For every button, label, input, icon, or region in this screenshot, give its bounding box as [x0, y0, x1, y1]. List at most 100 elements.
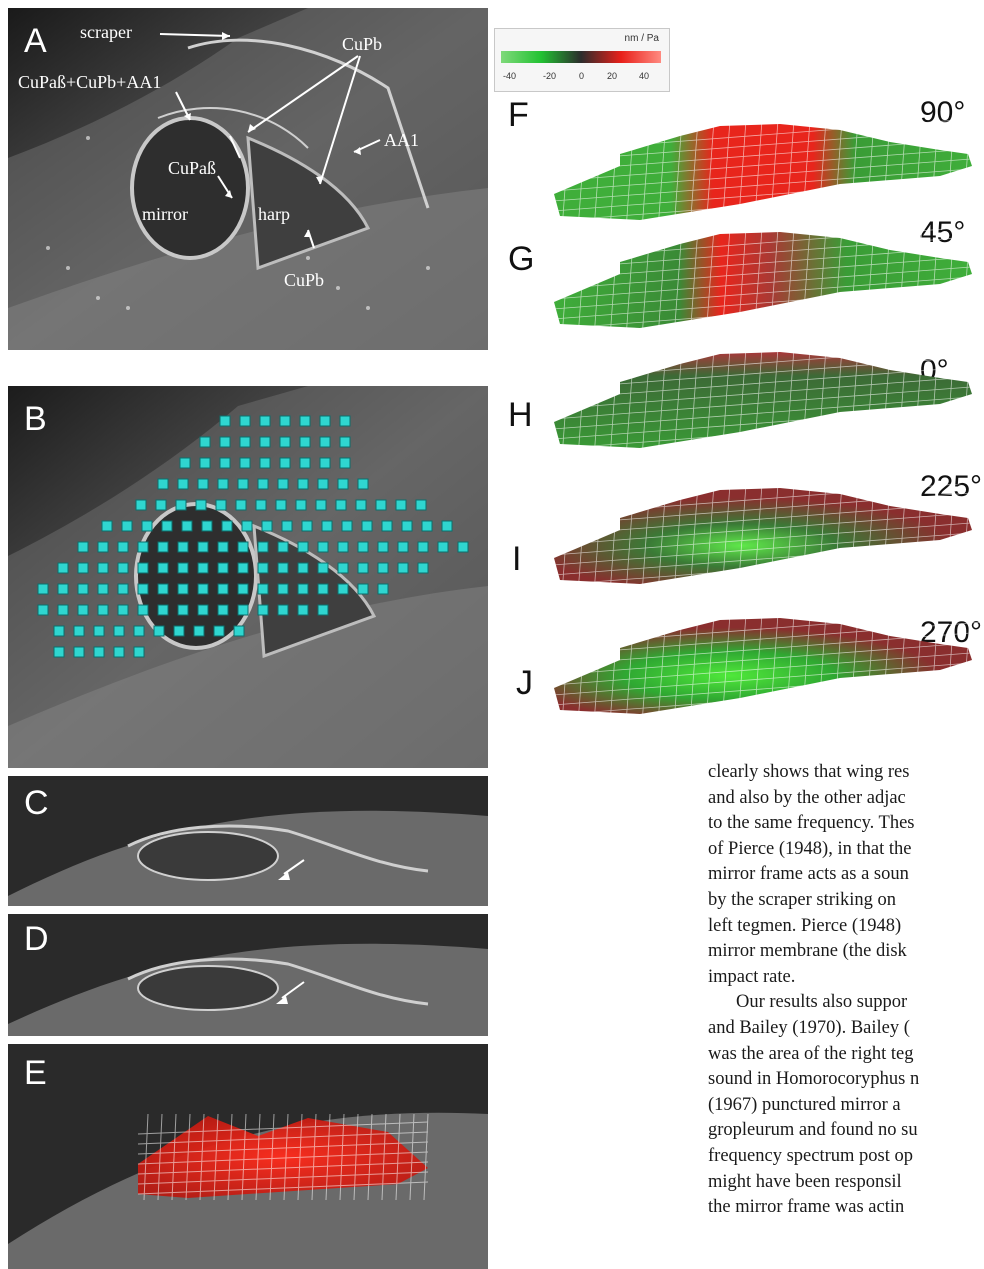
- mesh-line: [833, 614, 843, 724]
- measurement-point: [233, 625, 245, 637]
- body-text-line: (1967) punctured mirror a: [708, 1094, 901, 1115]
- measurement-point: [319, 415, 331, 427]
- mesh-line: [689, 484, 699, 594]
- measurement-point: [217, 478, 229, 490]
- measurement-point: [141, 520, 153, 532]
- mesh-line: [171, 1113, 177, 1201]
- measurement-point: [335, 499, 347, 511]
- mesh-line: [560, 305, 984, 338]
- measurement-point: [73, 625, 85, 637]
- mesh-line: [540, 521, 984, 557]
- measurement-point: [339, 415, 351, 427]
- mesh-line: [593, 614, 603, 724]
- measurement-point: [257, 562, 269, 574]
- mesh-line: [865, 120, 875, 230]
- measurement-point: [277, 604, 289, 616]
- mesh-line: [540, 511, 984, 547]
- measurement-point: [133, 646, 145, 658]
- measurement-point: [217, 583, 229, 595]
- colorbar-tick-3: 20: [607, 71, 618, 81]
- mesh-line: [283, 1113, 289, 1201]
- body-text-line: mirror frame acts as a soun: [708, 864, 909, 885]
- mesh-line: [609, 484, 619, 594]
- measurement-point-grid: [37, 415, 469, 658]
- measurement-point: [235, 499, 247, 511]
- measurement-point: [317, 604, 329, 616]
- measurement-point: [417, 541, 429, 553]
- measurement-point: [259, 415, 271, 427]
- body-text-line: and also by the other adjac: [708, 787, 906, 808]
- measurement-point: [177, 604, 189, 616]
- measurement-point: [277, 541, 289, 553]
- mesh-line: [560, 691, 984, 724]
- mesh-line: [945, 228, 955, 338]
- measurement-point: [175, 499, 187, 511]
- measurement-point: [157, 583, 169, 595]
- mesh-line: [540, 348, 964, 381]
- mesh-line: [540, 621, 984, 657]
- mesh-line: [785, 484, 795, 594]
- mesh-line: [540, 355, 984, 391]
- measurement-point: [181, 520, 193, 532]
- mesh-line: [241, 1113, 247, 1201]
- measurement-point: [177, 583, 189, 595]
- mesh-line: [137, 1171, 429, 1185]
- mesh-line: [737, 614, 747, 724]
- measurement-point: [117, 583, 129, 595]
- mesh-line: [769, 120, 779, 230]
- mesh-line: [593, 484, 603, 594]
- measurement-point: [239, 415, 251, 427]
- colorbar-tick-4: 40: [639, 71, 650, 81]
- mesh-line: [833, 120, 843, 230]
- mesh-line: [561, 120, 571, 230]
- measurement-point: [113, 625, 125, 637]
- mesh-line: [769, 348, 779, 458]
- mesh-line: [833, 484, 843, 594]
- mesh-line: [577, 228, 587, 338]
- measurement-point: [421, 520, 433, 532]
- mesh-line: [540, 265, 984, 301]
- colorbar-unit-label: nm / Pa: [624, 33, 659, 44]
- measurement-point: [299, 436, 311, 448]
- mesh-line: [367, 1113, 373, 1201]
- mesh-line: [945, 614, 955, 724]
- measurement-point: [457, 541, 469, 553]
- colorbar: nm / Pa -40 -20 0 20 40: [494, 28, 670, 92]
- measurement-point: [197, 478, 209, 490]
- surface-mesh: [137, 1113, 429, 1201]
- mesh-line: [961, 614, 971, 724]
- mesh-line: [540, 405, 984, 441]
- measurement-point: [337, 541, 349, 553]
- body-text-line: mirror membrane (the disk: [708, 941, 907, 962]
- mesh-line: [865, 614, 875, 724]
- mesh-line: [705, 348, 715, 458]
- mesh-line: [540, 491, 984, 527]
- mesh-line: [913, 614, 923, 724]
- colorbar-tick-0: -40: [503, 71, 517, 81]
- mesh-line: [540, 228, 964, 261]
- mesh-line: [657, 614, 667, 724]
- mesh-line: [705, 228, 715, 338]
- panel-label-c: C: [24, 784, 49, 822]
- annotation-aa1: AA1: [384, 130, 419, 150]
- mesh-line: [609, 228, 619, 338]
- panel-b-photo: [8, 386, 488, 768]
- mesh-line: [785, 120, 795, 230]
- measurement-point: [339, 436, 351, 448]
- measurement-point: [179, 457, 191, 469]
- mesh-line: [705, 120, 715, 230]
- mesh-line: [137, 1151, 429, 1165]
- mesh-line: [737, 120, 747, 230]
- measurement-point: [241, 520, 253, 532]
- mesh-line: [137, 1141, 429, 1155]
- colorbar-tick-1: -20: [543, 71, 557, 81]
- measurement-point: [77, 604, 89, 616]
- panel-d: D: [8, 914, 488, 1036]
- mesh-line: [881, 614, 891, 724]
- measurement-point: [237, 604, 249, 616]
- panel-label-b: B: [24, 400, 47, 438]
- annotation-cupab: CuPaß: [168, 158, 217, 178]
- mesh-line: [881, 348, 891, 458]
- mesh-line: [353, 1113, 359, 1201]
- panel-a: A scraper CuPaß+CuPb+AA1 CuPb AA1 CuPaß …: [8, 8, 488, 350]
